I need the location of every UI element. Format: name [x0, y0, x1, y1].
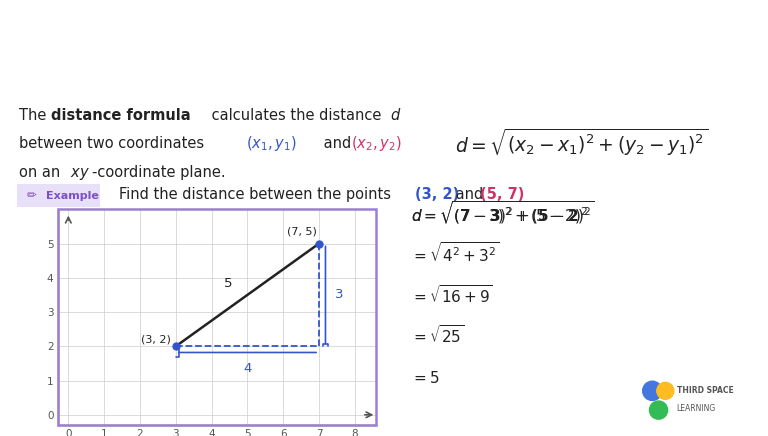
Text: (5, 7): (5, 7)	[480, 187, 525, 202]
FancyBboxPatch shape	[8, 182, 108, 209]
Text: $d = \sqrt{(7-3)^2 + (5-2)^2}$: $d = \sqrt{(7-3)^2 + (5-2)^2}$	[411, 200, 591, 227]
Text: $d = \sqrt{\left(x_2 - x_1\right)^2 + \left(y_2 - y_1\right)^2}$: $d = \sqrt{\left(x_2 - x_1\right)^2 + \l…	[455, 127, 708, 158]
Text: $= \sqrt{25}$: $= \sqrt{25}$	[411, 324, 464, 346]
Text: and: and	[319, 136, 356, 151]
Text: $xy$: $xy$	[70, 166, 90, 181]
Text: (3, 2): (3, 2)	[141, 334, 170, 344]
Text: calculates the distance: calculates the distance	[207, 108, 386, 123]
Text: $= \sqrt{4^2 + 3^2}$: $= \sqrt{4^2 + 3^2}$	[411, 242, 499, 266]
Text: $d$: $d$	[390, 107, 402, 123]
Text: Find the distance between the points: Find the distance between the points	[119, 187, 396, 202]
Text: distance formula: distance formula	[51, 108, 190, 123]
Text: (3, 2): (3, 2)	[415, 187, 459, 202]
Text: 5: 5	[223, 277, 232, 290]
Text: 4: 4	[243, 362, 252, 375]
Text: Example: Example	[46, 191, 99, 201]
Text: $(x_1, y_1)$: $(x_1, y_1)$	[246, 134, 296, 153]
Text: on an: on an	[19, 164, 65, 180]
Text: The: The	[19, 108, 51, 123]
Text: $= 5$: $= 5$	[411, 370, 440, 386]
Text: $(x_2, y_2)$: $(x_2, y_2)$	[351, 134, 402, 153]
Text: between two coordinates: between two coordinates	[19, 136, 209, 151]
Text: ✏: ✏	[27, 189, 37, 202]
Text: (7, 5): (7, 5)	[287, 226, 317, 236]
Text: and: and	[451, 187, 488, 202]
Text: 3: 3	[335, 289, 343, 301]
Text: Distance Formula: Distance Formula	[19, 29, 306, 57]
Text: $d = \sqrt{(\mathbf{7}-\mathbf{3})^2 + (\mathbf{5}-\mathbf{2})^2}$: $d = \sqrt{(\mathbf{7}-\mathbf{3})^2 + (…	[411, 200, 595, 227]
Text: -coordinate plane.: -coordinate plane.	[92, 164, 226, 180]
Text: THIRD SPACE: THIRD SPACE	[677, 386, 733, 395]
Circle shape	[657, 382, 674, 399]
Text: LEARNING: LEARNING	[677, 405, 716, 413]
Bar	[58, 209, 376, 425]
Text: $= \sqrt{16 + 9}$: $= \sqrt{16 + 9}$	[411, 283, 492, 306]
Circle shape	[643, 381, 662, 400]
Circle shape	[650, 401, 667, 419]
